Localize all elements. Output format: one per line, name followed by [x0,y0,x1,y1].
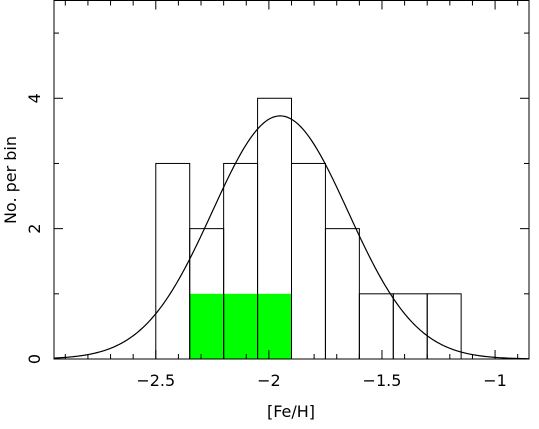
histogram-bar [155,162,191,360]
x-tick-label: −1 [483,371,507,390]
x-axis-label: [Fe/H] [267,402,315,421]
highlight-bar [189,293,224,359]
histogram-bar [392,293,428,360]
histogram-bar [324,228,360,360]
highlight-bar [223,293,258,359]
gaussian-fit-curve [53,115,530,360]
y-tick-label: 2 [25,224,44,234]
y-axis-label: No. per bin [1,136,20,224]
histogram-bar [358,293,394,360]
x-tick-label: −2.5 [136,371,175,390]
highlight-bar [257,293,292,359]
y-tick-label: 0 [25,354,44,364]
histogram-bar [291,162,326,360]
highlight-bars [189,293,292,359]
histogram-bar [426,293,462,360]
axis-ticks [54,0,529,360]
y-tick-labels: 0 2 4 [25,93,44,364]
histogram-bars [155,97,462,360]
x-tick-label: −1.5 [363,371,402,390]
x-tick-label: −2 [257,371,281,390]
x-tick-labels: −2.5 −2 −1.5 −1 [136,371,507,390]
y-tick-label: 4 [25,93,44,103]
